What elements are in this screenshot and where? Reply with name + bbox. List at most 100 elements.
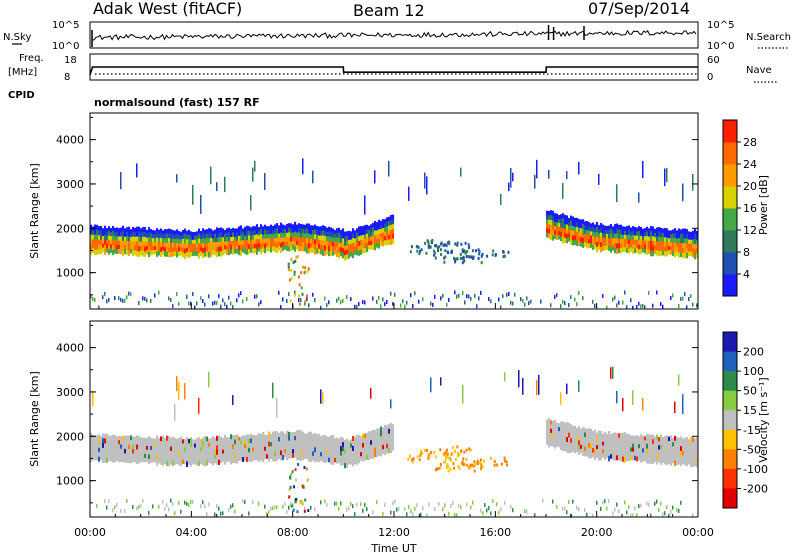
- echo-cell: [276, 242, 279, 249]
- echo-cell: [202, 233, 205, 239]
- echo-cell: [480, 466, 483, 470]
- echo-cell: [110, 228, 113, 233]
- echo-cell: [258, 231, 261, 236]
- echo-cell: [662, 304, 664, 309]
- echo-cell: [688, 443, 691, 448]
- echo-cell: [662, 449, 665, 455]
- echo-cell: [419, 249, 421, 253]
- echo-cell: [630, 435, 633, 440]
- echo-cell: [686, 305, 688, 310]
- echo-cell: [378, 229, 381, 235]
- echo-cell: [616, 243, 619, 249]
- echo-cell: [260, 239, 263, 245]
- echo-cell: [448, 242, 451, 246]
- echo-cell: [618, 238, 621, 244]
- echo-cell: [616, 184, 618, 203]
- date-title: 07/Sep/2014: [588, 0, 690, 18]
- echo-cell: [228, 437, 231, 442]
- echo-cell: [560, 236, 563, 242]
- echo-cell: [690, 243, 693, 249]
- echo-cell: [192, 447, 195, 453]
- echo-cell: [100, 244, 103, 250]
- echo-cell: [128, 458, 131, 463]
- echo-cell: [162, 460, 165, 466]
- echo-cell: [100, 435, 103, 441]
- echo-cell: [614, 248, 617, 254]
- echo-cell: [264, 446, 267, 452]
- echo-cell: [692, 456, 695, 463]
- echo-cell: [376, 428, 379, 434]
- echo-cell: [200, 459, 203, 464]
- echo-cell: [306, 478, 309, 482]
- echo-cell: [648, 434, 651, 440]
- echo-cell: [336, 441, 339, 447]
- echo-cell: [626, 230, 629, 236]
- echo-cell: [628, 456, 631, 462]
- echo-cell: [447, 251, 450, 255]
- echo-cell: [548, 417, 551, 424]
- echo-cell: [322, 439, 325, 445]
- echo-cell: [638, 448, 641, 453]
- echo-cell: [354, 459, 357, 465]
- echo-cell: [166, 455, 169, 462]
- echo-cell: [222, 232, 225, 238]
- echo-cell: [690, 294, 692, 299]
- echo-cell: [622, 234, 625, 240]
- echo-cell: [481, 465, 484, 469]
- echo-cell: [302, 158, 304, 175]
- echo-cell: [108, 226, 111, 232]
- echo-cell: [614, 295, 616, 300]
- echo-cell: [272, 230, 275, 235]
- echo-cell: [620, 437, 623, 443]
- echo-cell: [594, 224, 597, 229]
- echo-cell: [312, 433, 315, 439]
- echo-cell: [688, 231, 691, 236]
- echo-cell: [496, 463, 499, 467]
- echo-cell: [658, 437, 661, 442]
- echo-cell: [298, 232, 301, 238]
- echo-cell: [646, 443, 649, 450]
- echo-cell: [594, 240, 597, 245]
- echo-cell: [578, 435, 581, 441]
- echo-cell: [116, 227, 119, 233]
- echo-cell: [440, 296, 442, 301]
- echo-cell: [600, 450, 603, 456]
- echo-cell: [560, 218, 563, 224]
- echo-cell: [198, 233, 201, 239]
- echo-cell: [654, 233, 657, 238]
- echo-cell: [634, 455, 637, 461]
- x-tick-label: 00:00: [74, 526, 106, 539]
- echo-cell: [120, 457, 123, 462]
- echo-cell: [654, 237, 657, 242]
- echo-cell: [144, 296, 146, 301]
- echo-cell: [662, 437, 665, 442]
- echo-cell: [584, 446, 587, 452]
- echo-cell: [114, 296, 116, 301]
- echo-cell: [290, 268, 293, 272]
- echo-cell: [260, 433, 263, 439]
- echo-cell: [232, 304, 234, 309]
- echo-cell: [476, 459, 479, 463]
- echo-cell: [328, 231, 331, 237]
- echo-cell: [160, 247, 163, 253]
- echo-cell: [364, 238, 367, 244]
- echo-cell: [90, 447, 93, 453]
- echo-cell: [210, 242, 213, 248]
- echo-cell: [550, 428, 553, 434]
- echo-cell: [228, 250, 231, 256]
- echo-cell: [306, 248, 309, 254]
- echo-cell: [282, 233, 285, 238]
- echo-cell: [338, 438, 341, 444]
- echo-cell: [228, 445, 231, 450]
- echo-cell: [562, 421, 565, 427]
- echo-cell: [411, 460, 414, 464]
- nsky-series-line: [91, 29, 697, 44]
- echo-cell: [612, 238, 615, 243]
- echo-cell: [330, 227, 333, 233]
- echo-cell: [106, 448, 109, 454]
- echo-cell: [186, 441, 189, 448]
- echo-cell: [106, 299, 108, 304]
- echo-cell: [394, 499, 396, 504]
- echo-cell: [438, 502, 440, 506]
- echo-cell: [112, 226, 115, 232]
